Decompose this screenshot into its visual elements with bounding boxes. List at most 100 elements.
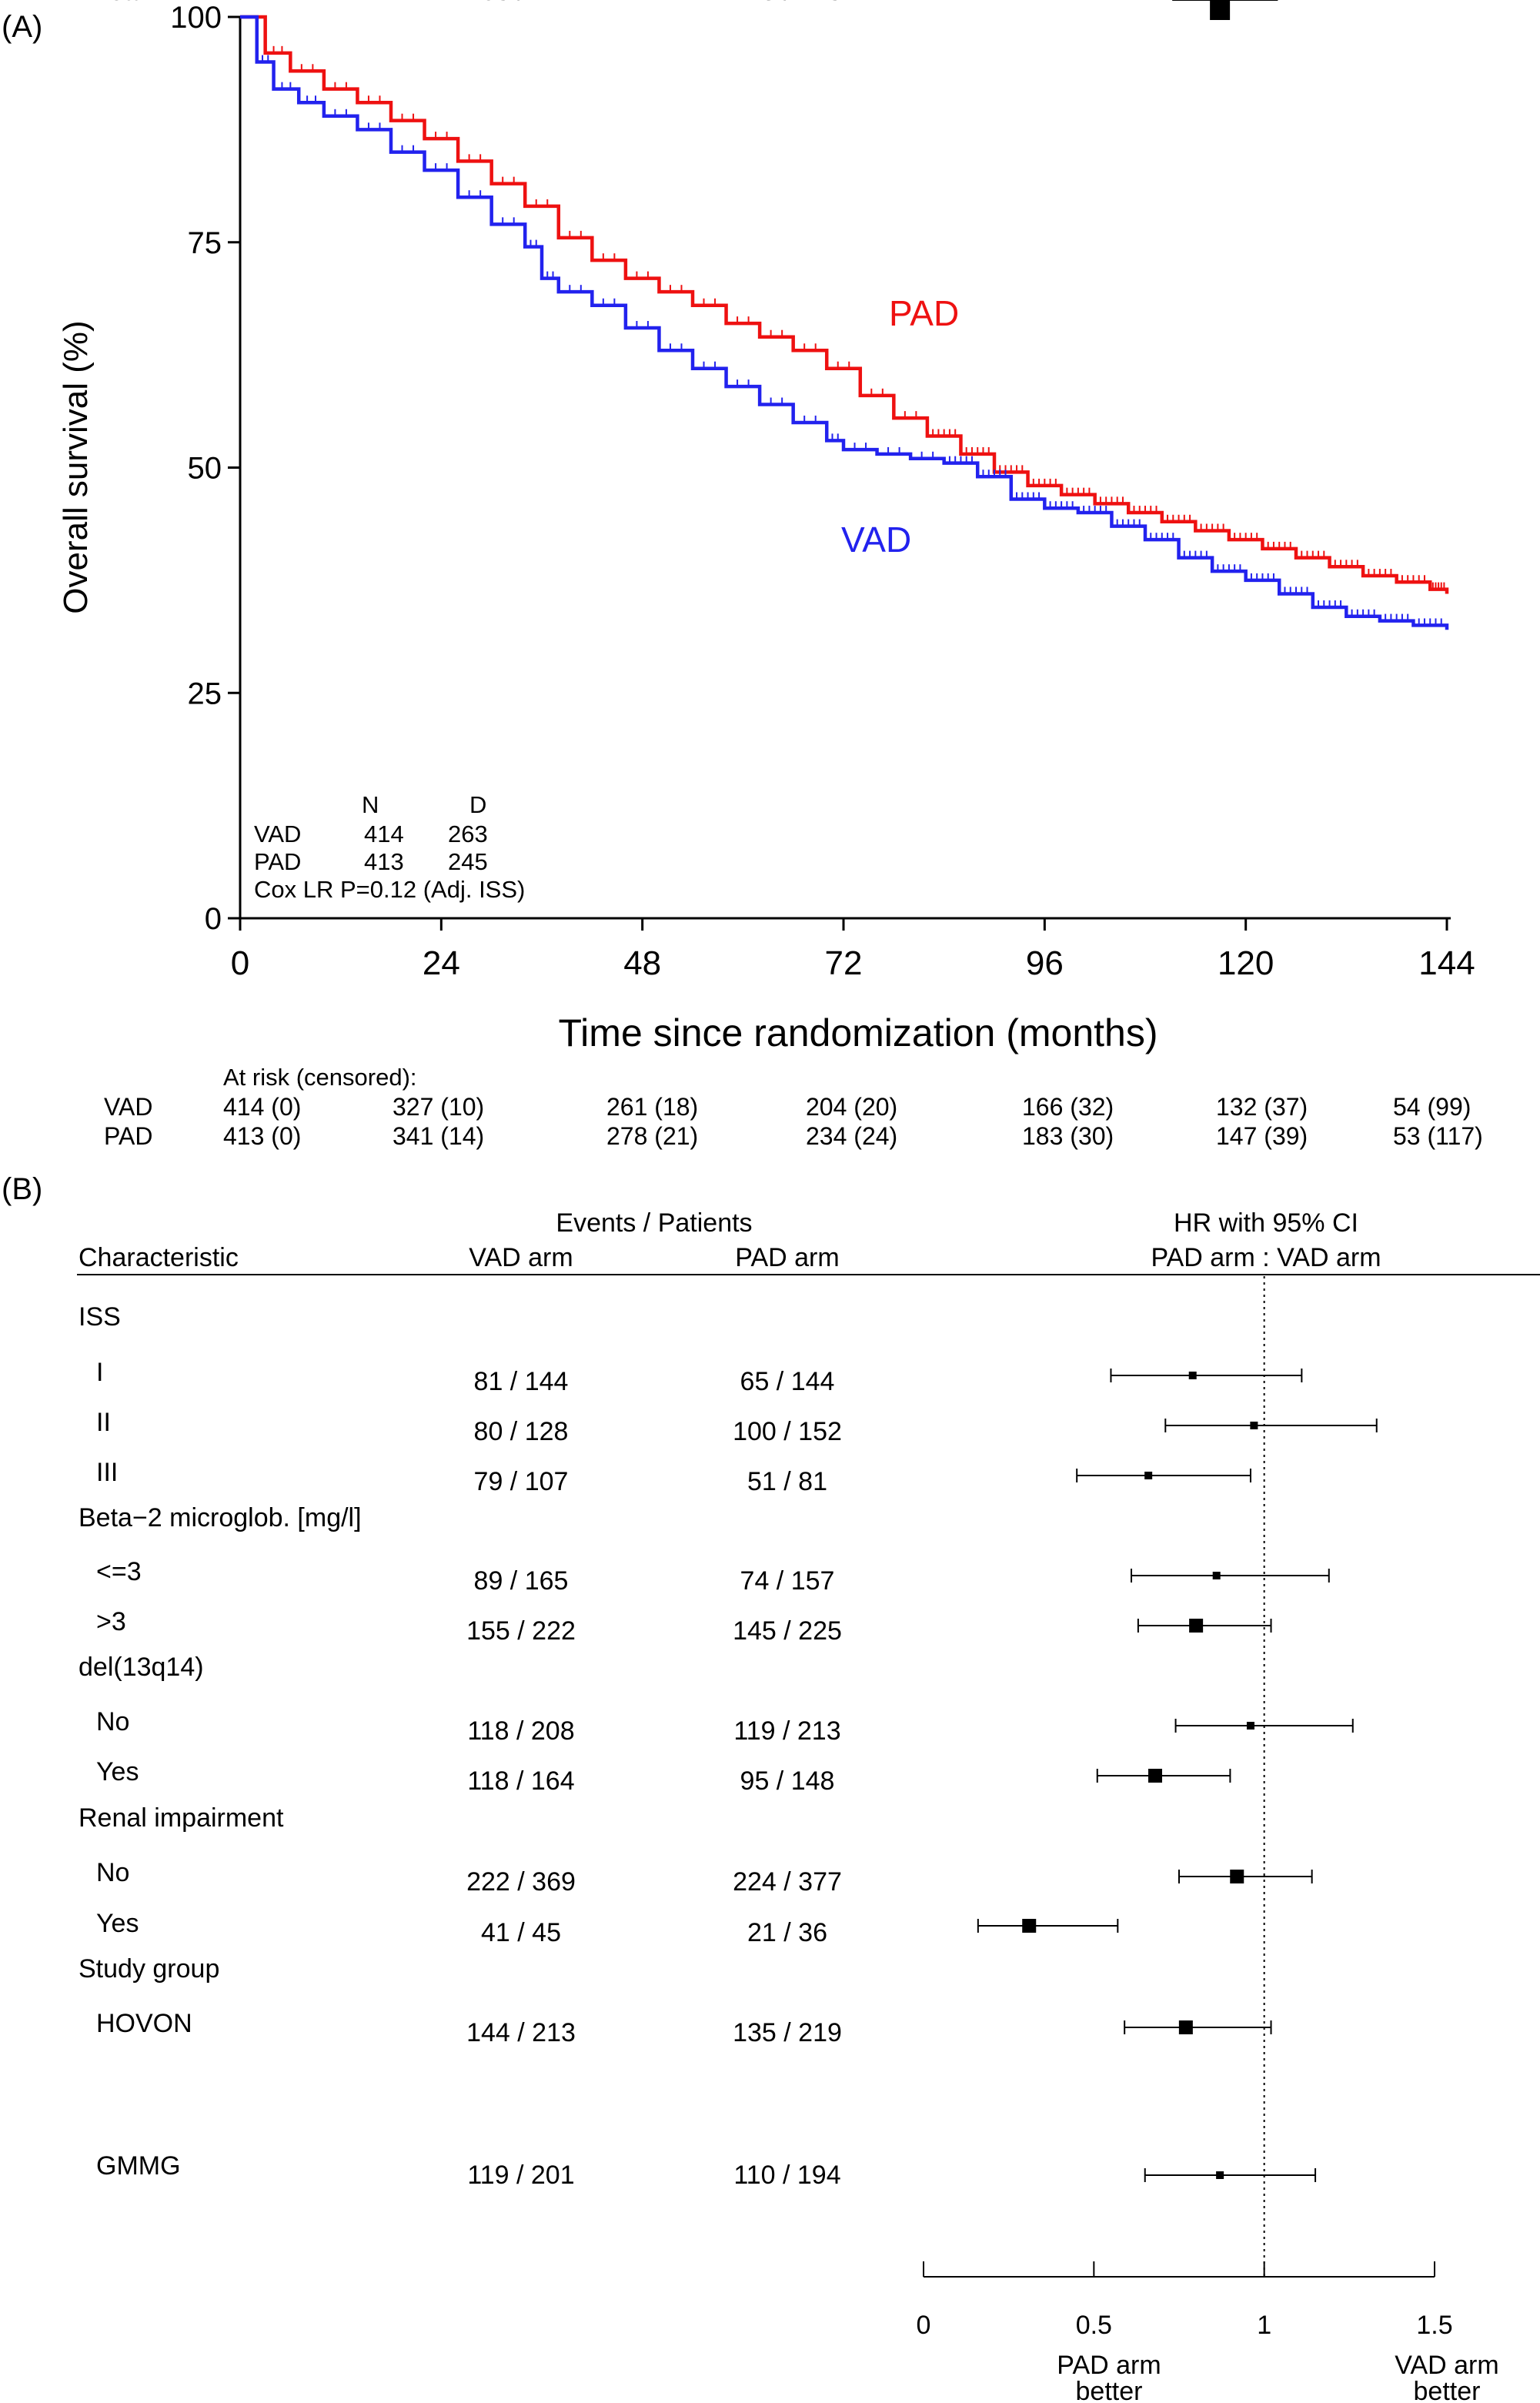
vad-events-cell: 79 / 107 — [474, 1467, 569, 1496]
at-risk-cell: 234 (24) — [806, 1122, 897, 1150]
vad-events-cell: 89 / 165 — [474, 1566, 569, 1596]
summary-row-n: 413 — [364, 848, 404, 875]
subgroup-label: No — [96, 1858, 129, 1887]
hr-point-estimate — [1022, 1919, 1037, 1933]
forest-x-ticks: 0 0.5 1 1.5 — [917, 2261, 1453, 2340]
y-tick-label: 50 — [188, 452, 222, 486]
vad-events-cell: 80 / 128 — [474, 1417, 569, 1446]
at-risk-cell: 413 (0) — [223, 1122, 301, 1150]
at-risk-cells: 414 (0) 327 (10) 261 (18) 204 (20) 166 (32) 1… — [223, 1093, 1483, 1150]
vad-better-label: VAD arm — [1395, 2351, 1498, 2380]
hr-point-estimate — [1148, 1769, 1163, 1783]
panel-label-b: (B) — [2, 1172, 42, 1206]
hr-subtitle: PAD arm : VAD arm — [1151, 1243, 1381, 1272]
group-label: ISS — [79, 1302, 121, 1332]
vad-events-cell: 119 / 201 — [467, 2161, 574, 2190]
subgroup-label: HOVON — [96, 2009, 192, 2038]
cox-test-note: Cox LR P=0.12 (Adj. ISS) — [254, 876, 525, 903]
vad-better-label: better — [1414, 2377, 1481, 2403]
hr-point-estimate — [1250, 1422, 1258, 1429]
subgroup-label: <=3 — [96, 1557, 142, 1586]
summary-row-arm: PAD — [254, 848, 301, 875]
pad-events-cell: 74 / 157 — [740, 1566, 835, 1596]
x-tick-label: 48 — [623, 944, 661, 982]
y-axis-label: Overall survival (%) — [57, 320, 95, 613]
pad-arm-header: PAD arm — [735, 1243, 839, 1272]
subgroup-label: No — [96, 1707, 129, 1736]
survival-curve-pad — [240, 15, 1449, 594]
hr-title: HR with 95% CI — [1174, 1208, 1358, 1238]
group-label: del(13q14) — [79, 1653, 204, 1682]
hr-point-estimate — [1144, 1472, 1153, 1479]
vad-events-cell: 118 / 164 — [467, 1766, 574, 1796]
forest-x-tick-label: 1 — [1257, 2311, 1271, 2340]
hr-point-estimate — [1246, 1722, 1254, 1730]
x-tick-label: 96 — [1026, 944, 1064, 982]
subgroup-label: II — [96, 1408, 111, 1437]
y-tick-label: 0 — [205, 902, 222, 936]
at-risk-cell: 278 (21) — [606, 1122, 698, 1150]
pad-events-cell: 21 / 36 — [747, 1918, 827, 1947]
at-risk-cell: 341 (14) — [393, 1122, 484, 1150]
x-tick-label: 144 — [1418, 944, 1475, 982]
censor-marks-vad — [262, 55, 1442, 626]
summary-row-d: 245 — [448, 848, 488, 875]
panel-label-a: (A) — [2, 10, 42, 44]
pad-better-label: PAD arm — [1057, 2351, 1161, 2380]
series-label-pad: PAD — [889, 293, 959, 333]
vad-events-cell: 81 / 144 — [474, 1367, 569, 1396]
x-tick-label: 120 — [1218, 944, 1274, 982]
pad-events-cell: 110 / 194 — [733, 2161, 840, 2190]
pad-events-cell: 145 / 225 — [733, 1616, 842, 1646]
pad-events-cell: 245 / 413 — [733, 0, 842, 6]
pad-events-cell: 135 / 219 — [733, 2018, 842, 2047]
pad-events-cell: 95 / 148 — [740, 1766, 835, 1796]
at-risk-cell: 53 (117) — [1393, 1122, 1483, 1150]
forest-rows: ISS I 81 / 144 65 / 144 II 80 / 128 100 / 152 I… — [79, 0, 1378, 2190]
x-tick-label: 0 — [231, 944, 249, 982]
at-risk-cell: 147 (39) — [1216, 1122, 1308, 1150]
at-risk-cell: 54 (99) — [1393, 1093, 1471, 1121]
x-axis-label: Time since randomization (months) — [559, 1011, 1158, 1054]
at-risk-arm-label: PAD — [104, 1122, 152, 1150]
at-risk-cell: 204 (20) — [806, 1093, 897, 1121]
at-risk-cell: 261 (18) — [606, 1093, 698, 1121]
at-risk-cell: 132 (37) — [1216, 1093, 1308, 1121]
vad-events-cell: 155 / 222 — [466, 1616, 576, 1646]
subgroup-label: Total — [96, 0, 152, 6]
hr-point-estimate — [1189, 1619, 1204, 1633]
at-risk-cell: 327 (10) — [393, 1093, 484, 1121]
y-ticks: 0 25 50 75 100 — [170, 1, 240, 936]
subgroup-label: Yes — [96, 1909, 139, 1938]
survival-panel: (A) 0 25 50 75 100 0 24 48 72 96 120 144 Overall s… — [2, 1, 1483, 1150]
vad-events-cell: 144 / 213 — [466, 2018, 576, 2047]
group-label: Beta−2 microglob. [mg/l] — [79, 1503, 362, 1532]
subgroup-label: III — [96, 1458, 118, 1487]
at-risk-table: At risk (censored): VAD PAD 414 (0) 327 (… — [104, 1064, 1483, 1150]
subgroup-label: I — [96, 1358, 103, 1387]
forest-x-tick-label: 0.5 — [1076, 2311, 1112, 2340]
forest-x-tick-label: 1.5 — [1416, 2311, 1452, 2340]
vad-events-cell: 118 / 208 — [467, 1716, 574, 1746]
series-label-vad: VAD — [841, 520, 911, 560]
summary-table: N D VAD 414 263 PAD 413 245 Cox LR P=0.1… — [254, 791, 525, 903]
pad-events-cell: 100 / 152 — [733, 1417, 842, 1446]
at-risk-cell: 414 (0) — [223, 1093, 301, 1121]
pad-events-cell: 51 / 81 — [747, 1467, 827, 1496]
survival-curve-vad — [240, 15, 1449, 630]
hr-point-estimate — [1230, 1870, 1244, 1883]
pad-events-cell: 65 / 144 — [740, 1367, 835, 1396]
pad-events-cell: 224 / 377 — [733, 1867, 842, 1897]
vad-events-cell: 263 / 414 — [466, 0, 576, 6]
vad-events-cell: 222 / 369 — [466, 1867, 576, 1897]
x-tick-label: 24 — [423, 944, 460, 982]
at-risk-title: At risk (censored): — [223, 1064, 417, 1091]
censor-marks-pad — [272, 45, 1445, 590]
summary-header-d: D — [469, 791, 486, 818]
group-label: Study group — [79, 1954, 219, 1984]
at-risk-cell: 166 (32) — [1022, 1093, 1114, 1121]
characteristic-header: Characteristic — [79, 1243, 239, 1272]
hr-point-estimate — [1210, 0, 1231, 20]
subgroup-label: >3 — [96, 1607, 126, 1636]
